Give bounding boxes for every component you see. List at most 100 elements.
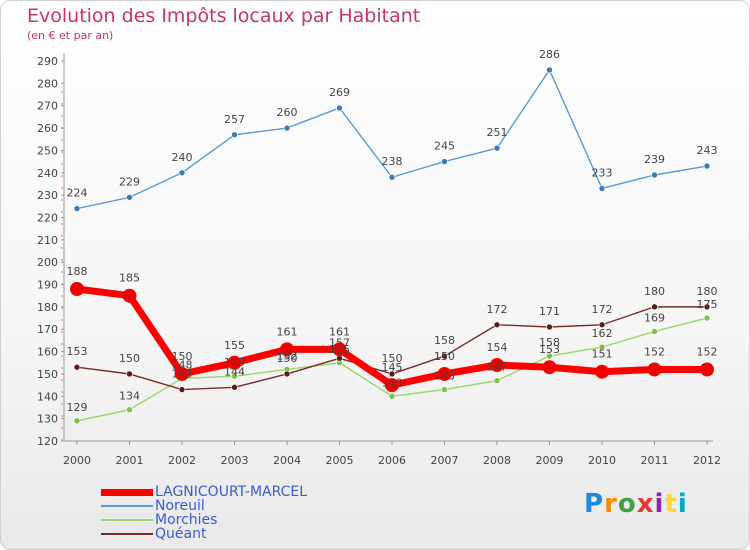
series-point-lagnicourt-marcel	[647, 362, 662, 377]
x-tick-label: 2001	[116, 454, 144, 467]
series-point-quéant	[178, 386, 186, 393]
data-label-noreuil: 238	[382, 155, 403, 168]
data-label-quéant: 172	[592, 303, 613, 316]
data-label-morchies: 175	[697, 298, 718, 311]
series-point-morchies	[73, 417, 81, 425]
data-label-lagnicourt-marcel: 161	[277, 325, 298, 338]
series-point-quéant	[283, 370, 291, 378]
legend-item-lagnicourt[interactable]: LAGNICOURT-MARCEL	[101, 484, 361, 500]
x-tick-label: 2008	[483, 454, 511, 467]
logo-letter: P	[584, 489, 605, 519]
y-tick-label: 270	[37, 100, 58, 113]
series-point-quéant	[493, 321, 501, 329]
data-label-noreuil: 224	[67, 187, 88, 200]
series-point-morchies	[493, 377, 501, 384]
data-label-lagnicourt-marcel: 155	[224, 339, 245, 352]
legend-label-noreuil: Noreuil	[155, 498, 205, 514]
series-point-lagnicourt-marcel	[595, 364, 609, 379]
x-tick-label: 2009	[536, 454, 564, 467]
y-tick-label: 290	[37, 55, 58, 68]
series-point-noreuil	[703, 162, 711, 170]
data-label-quéant: 153	[67, 345, 88, 358]
legend-swatch-noreuil	[101, 505, 153, 507]
logo-letter: i	[654, 489, 665, 519]
y-tick-label: 190	[37, 279, 58, 292]
data-label-lagnicourt-marcel: 153	[539, 343, 560, 356]
axes: 120 130 140 150 160 170 180 190 200 210 220 230 240 2…	[37, 53, 721, 467]
data-label-quéant: 171	[539, 305, 560, 318]
data-label-morchies: 169	[644, 311, 665, 324]
data-label-morchies: 158	[539, 336, 560, 349]
series-point-quéant	[231, 384, 238, 391]
legend-swatch-morchies	[101, 519, 153, 521]
data-label-quéant: 150	[382, 352, 403, 365]
y-tick-label: 120	[37, 435, 58, 448]
legend-swatch-queant	[101, 533, 153, 535]
data-label-lagnicourt-marcel: 152	[697, 345, 718, 358]
series-point-morchies	[703, 314, 711, 322]
series-point-lagnicourt-marcel	[542, 360, 557, 375]
x-tick-label: 2010	[588, 454, 616, 467]
series-point-morchies	[651, 328, 658, 335]
series-point-lagnicourt-marcel	[490, 358, 504, 372]
data-label-quéant: 150	[119, 352, 140, 365]
data-label-lagnicourt-marcel: 161	[329, 325, 350, 338]
data-label-lagnicourt-marcel: 188	[67, 265, 88, 278]
series-point-noreuil	[493, 144, 501, 152]
data-label-morchies: 148	[172, 358, 193, 371]
x-tick-label: 2007	[431, 454, 459, 467]
series-point-noreuil	[651, 171, 658, 179]
series-point-morchies	[231, 372, 238, 380]
x-tick-label: 2011	[641, 454, 669, 467]
series-point-noreuil	[441, 158, 448, 165]
y-tick-label: 260	[37, 122, 58, 135]
series-point-lagnicourt-marcel	[70, 282, 84, 296]
y-tick-label: 210	[37, 234, 58, 247]
legend: LAGNICOURT-MARCEL Noreuil Morchies Quéan…	[101, 484, 361, 542]
data-label-quéant: 157	[329, 336, 350, 349]
data-label-noreuil: 233	[592, 166, 613, 179]
series-point-noreuil	[231, 131, 238, 139]
x-tick-label: 2002	[168, 454, 196, 467]
legend-label-lagnicourt: LAGNICOURT-MARCEL	[155, 484, 308, 500]
series-point-quéant	[388, 370, 396, 378]
x-tick-label: 2004	[273, 454, 301, 467]
data-label-noreuil: 245	[434, 140, 455, 153]
legend-item-queant[interactable]: Quéant	[101, 526, 361, 542]
series-point-noreuil	[178, 169, 186, 177]
series-point-morchies	[598, 343, 606, 351]
y-tick-label: 180	[37, 301, 58, 314]
proxiti-logo: Proxiti	[584, 489, 688, 519]
series-point-morchies	[546, 352, 553, 360]
series-line-noreuil	[76, 69, 708, 210]
series-point-lagnicourt-marcel	[332, 342, 347, 357]
data-label-quéant: 180	[697, 285, 718, 298]
chart-title: Evolution des Impôts locaux par Habitant	[27, 5, 421, 27]
y-tick-label: 150	[37, 368, 58, 381]
series-point-quéant	[703, 303, 711, 311]
data-label-quéant: 143	[172, 368, 193, 381]
data-label-quéant: 144	[224, 365, 245, 378]
series-point-lagnicourt-marcel	[175, 366, 189, 381]
legend-item-noreuil[interactable]: Noreuil	[101, 498, 361, 514]
legend-swatch-lagnicourt	[101, 489, 153, 496]
series-point-lagnicourt-marcel	[280, 342, 294, 357]
data-label-noreuil: 251	[487, 126, 508, 139]
x-tick-label: 2003	[221, 454, 249, 467]
data-label-morchies: 155	[329, 343, 350, 356]
series-point-lagnicourt-marcel	[385, 378, 399, 393]
series-point-quéant	[73, 363, 81, 371]
legend-item-morchies[interactable]: Morchies	[101, 512, 361, 528]
series-point-noreuil	[598, 185, 606, 192]
series-point-quéant	[651, 303, 658, 311]
series-point-morchies	[441, 386, 448, 393]
data-label-noreuil: 269	[329, 86, 350, 99]
data-label-morchies: 149	[224, 356, 245, 369]
data-label-noreuil: 239	[644, 153, 665, 166]
data-label-lagnicourt-marcel: 145	[382, 361, 403, 374]
series-point-lagnicourt-marcel	[437, 366, 452, 381]
logo-letter: i	[677, 489, 688, 519]
series-point-noreuil	[546, 66, 553, 74]
